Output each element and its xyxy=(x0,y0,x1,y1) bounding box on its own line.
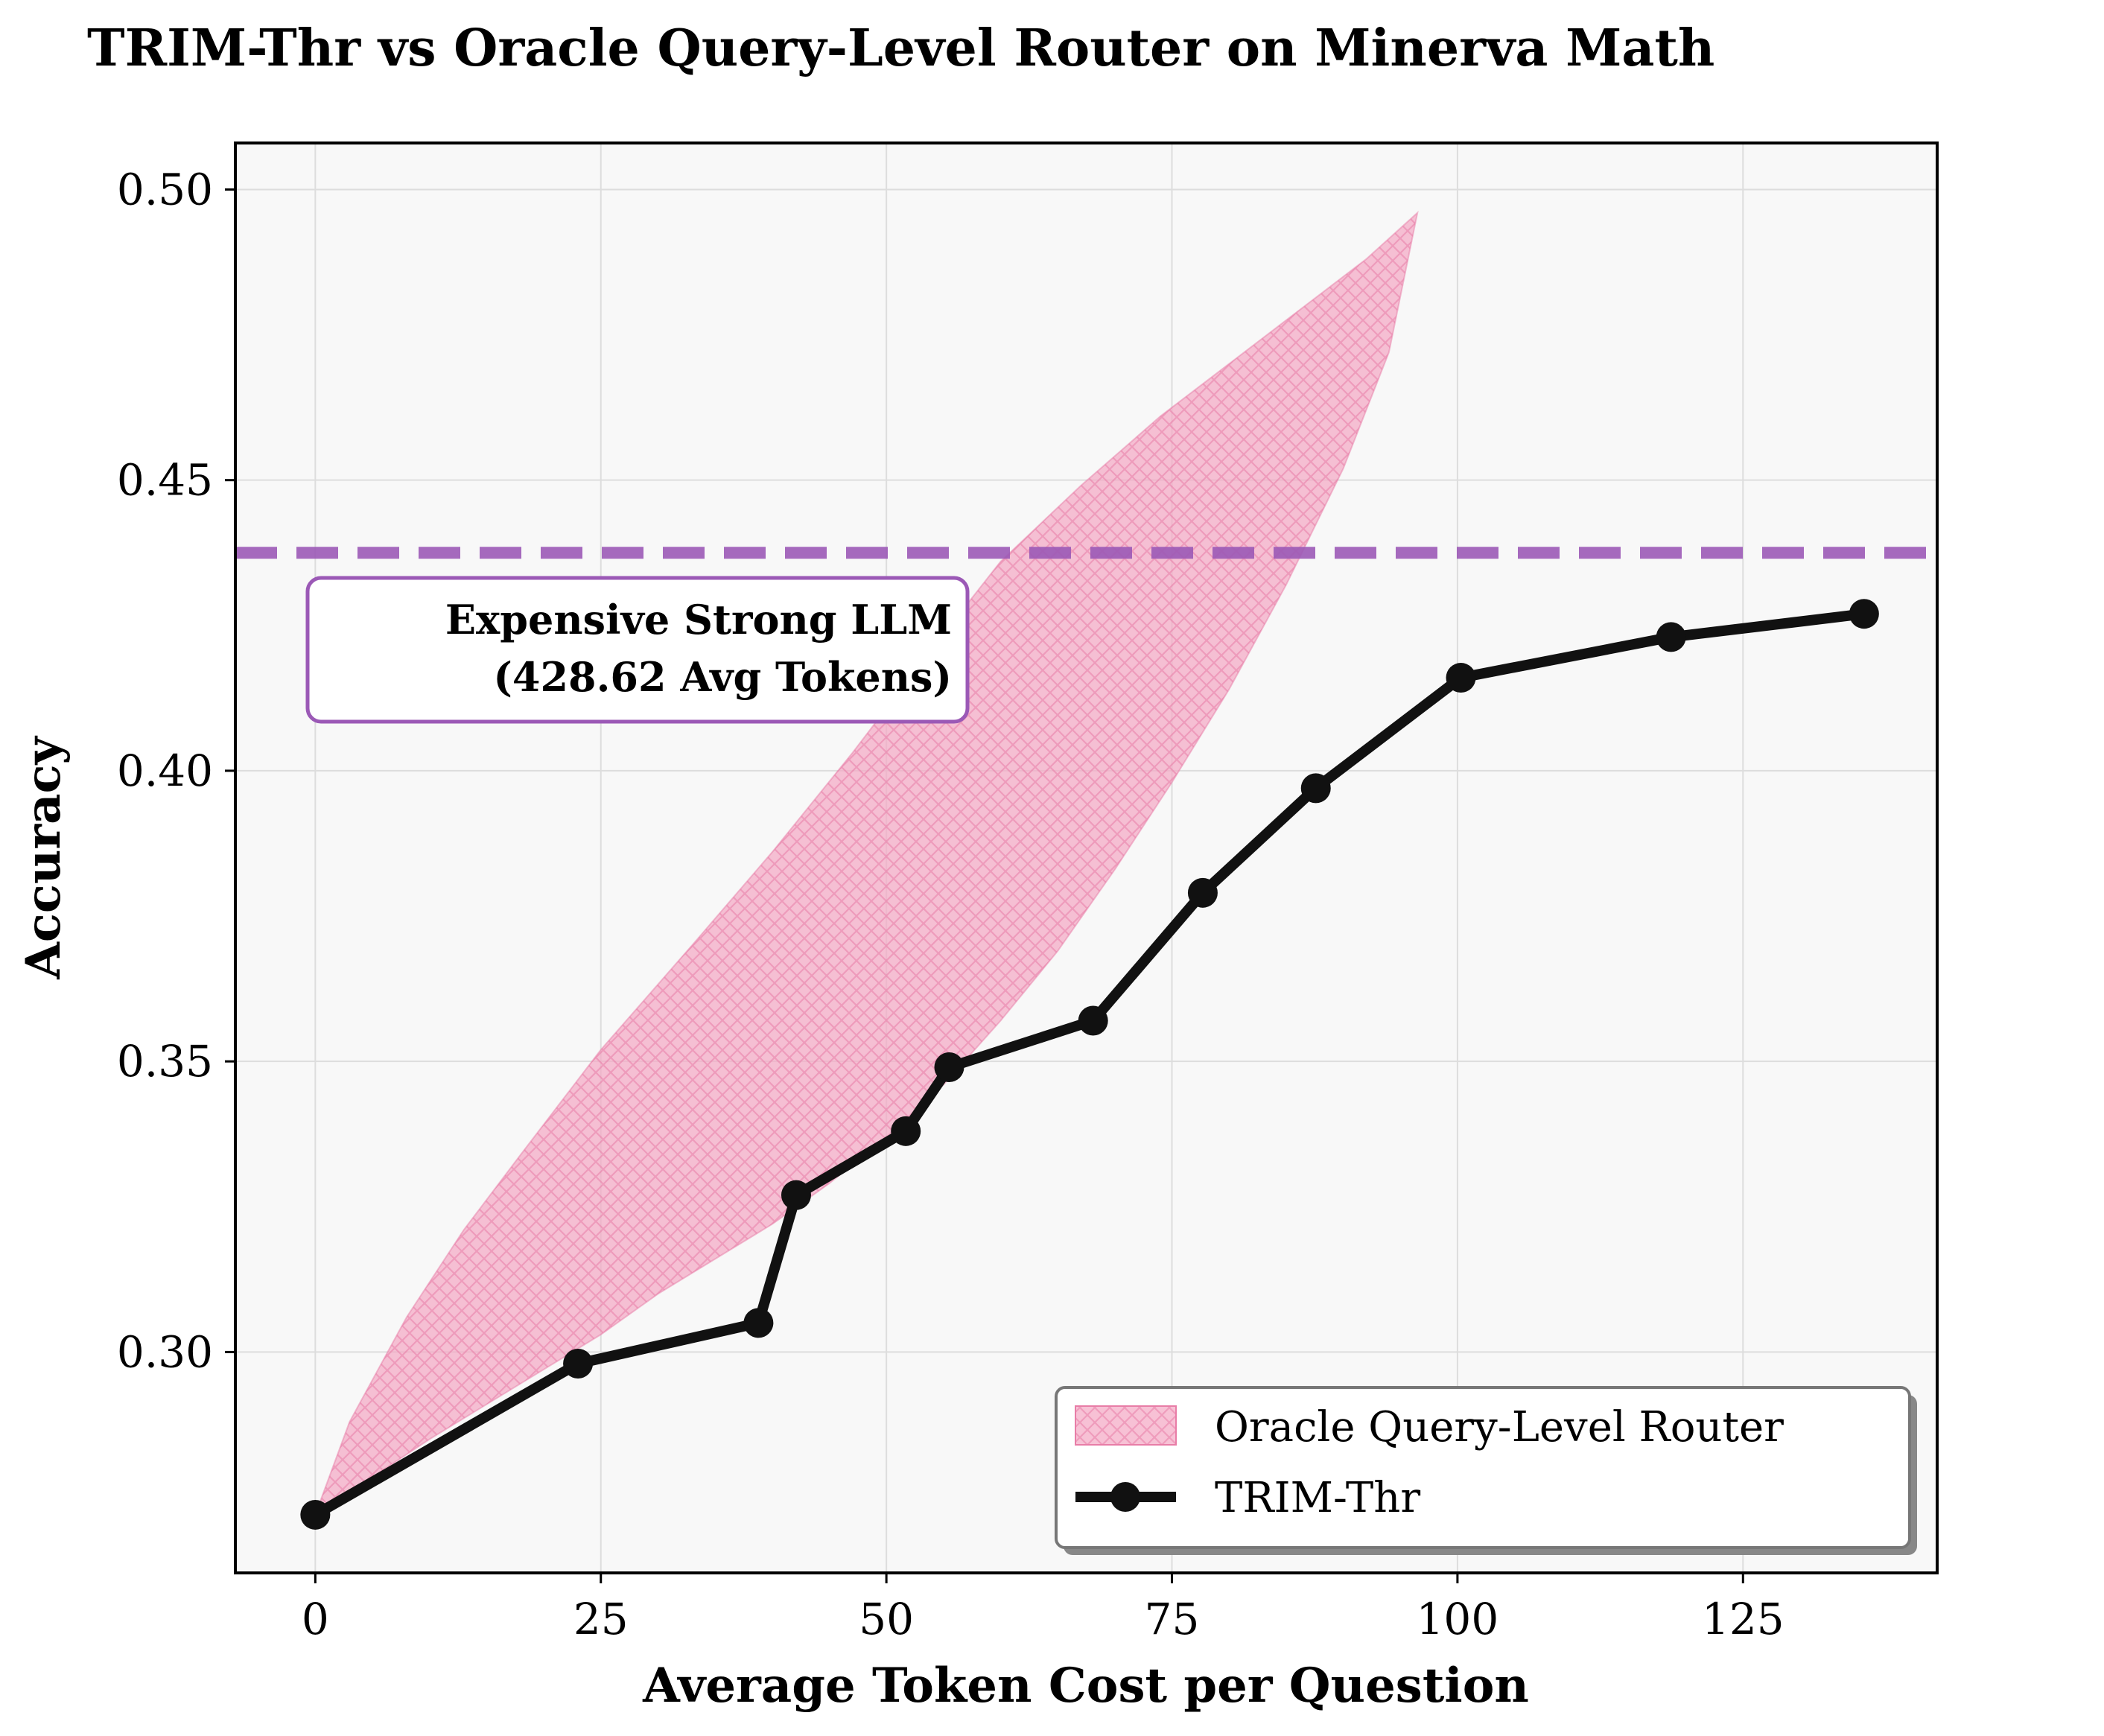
trim-thr-point xyxy=(1300,773,1331,804)
x-tick-label: 25 xyxy=(573,1594,629,1644)
trim-thr-point xyxy=(1849,599,1879,629)
trim-thr-point xyxy=(300,1499,331,1530)
trim-thr-point xyxy=(563,1349,594,1379)
trim-thr-point xyxy=(781,1180,811,1210)
trim-thr-point xyxy=(934,1052,964,1082)
x-tick-label: 100 xyxy=(1417,1594,1499,1644)
trim-thr-point xyxy=(1656,622,1686,652)
y-tick-label: 0.35 xyxy=(117,1036,213,1087)
y-axis-ticks: 0.30 0.35 0.40 0.45 0.50 xyxy=(117,164,235,1377)
chart-title: TRIM-Thr vs Oracle Query-Level Router on… xyxy=(87,19,1714,78)
annotation-box xyxy=(305,576,970,724)
legend-trim-label: TRIM-Thr xyxy=(1215,1474,1420,1522)
trim-thr-series-line xyxy=(310,608,1869,1520)
y-tick-label: 0.45 xyxy=(117,455,213,506)
x-tick-label: 125 xyxy=(1702,1594,1784,1644)
annotation-line-2: (428.62 Avg Tokens) xyxy=(493,653,952,701)
x-axis-ticks: 0 25 50 75 100 125 xyxy=(302,1573,1784,1644)
oracle-router-band-hatch xyxy=(314,210,1419,1517)
y-axis-label: Accuracy xyxy=(16,735,71,979)
plot-frame xyxy=(234,142,1939,1574)
trim-thr-point xyxy=(1446,663,1476,693)
trim-thr-point xyxy=(891,1116,921,1146)
trim-thr-point xyxy=(1187,877,1218,908)
legend: Oracle Query-Level Router TRIM-Thr xyxy=(1055,1386,1917,1555)
y-tick-label: 0.30 xyxy=(117,1326,213,1377)
strong-llm-annotation: Expensive Strong LLM (428.62 Avg Tokens) xyxy=(305,576,970,724)
x-tick-label: 0 xyxy=(302,1594,329,1644)
legend-trim-marker xyxy=(1110,1482,1140,1512)
legend-oracle-swatch-hatch xyxy=(1075,1406,1176,1445)
x-tick-label: 50 xyxy=(859,1594,914,1644)
y-tick-label: 0.50 xyxy=(117,164,213,214)
trim-thr-point xyxy=(743,1308,774,1338)
annotation-line-1: Expensive Strong LLM xyxy=(445,596,952,643)
x-tick-label: 75 xyxy=(1145,1594,1200,1644)
trim-thr-point xyxy=(1078,1005,1108,1036)
y-tick-label: 0.40 xyxy=(117,745,213,796)
legend-oracle-label: Oracle Query-Level Router xyxy=(1215,1403,1784,1452)
trim-thr-markers xyxy=(300,599,1879,1530)
legend-box xyxy=(1055,1386,1911,1549)
x-axis-label: Average Token Cost per Question xyxy=(642,1658,1529,1714)
